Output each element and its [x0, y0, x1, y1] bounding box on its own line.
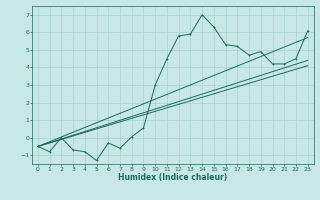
X-axis label: Humidex (Indice chaleur): Humidex (Indice chaleur)	[118, 173, 228, 182]
